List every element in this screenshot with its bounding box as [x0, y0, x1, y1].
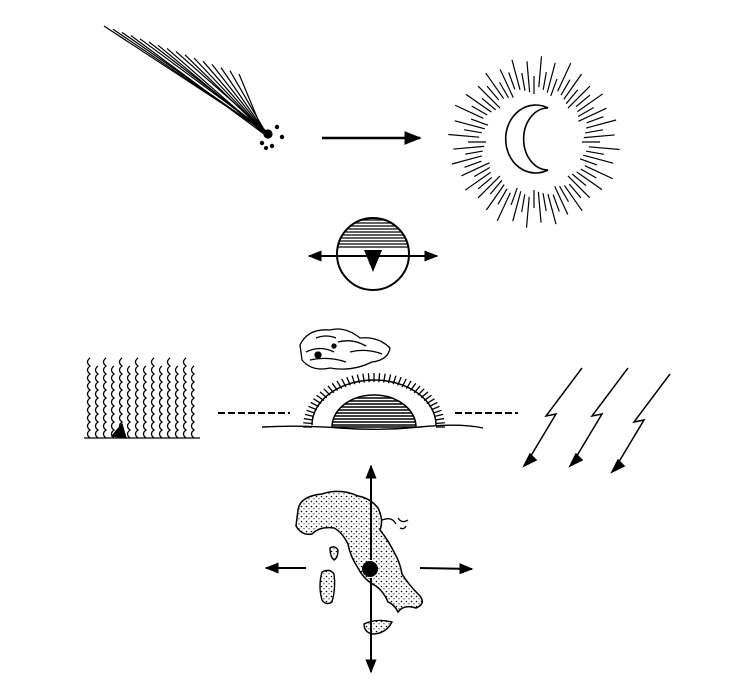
sicily	[363, 619, 394, 635]
sardinia	[319, 569, 336, 605]
sun-with-crescent-moon-icon	[448, 56, 620, 228]
map-of-italy-icon	[264, 464, 474, 674]
corsica	[329, 546, 339, 561]
lightning-bolts-icon	[522, 367, 671, 474]
rome-marker	[362, 561, 378, 577]
map-east-arrow	[419, 563, 474, 575]
cloud-icon	[299, 328, 391, 370]
globe-with-axis-icon	[307, 217, 439, 291]
comet-icon	[103, 25, 285, 151]
italy-peninsula	[295, 490, 423, 614]
crescent-moon-icon	[504, 104, 549, 174]
flames-icon	[84, 357, 200, 439]
rising-sun-under-clouds-icon	[261, 328, 484, 430]
